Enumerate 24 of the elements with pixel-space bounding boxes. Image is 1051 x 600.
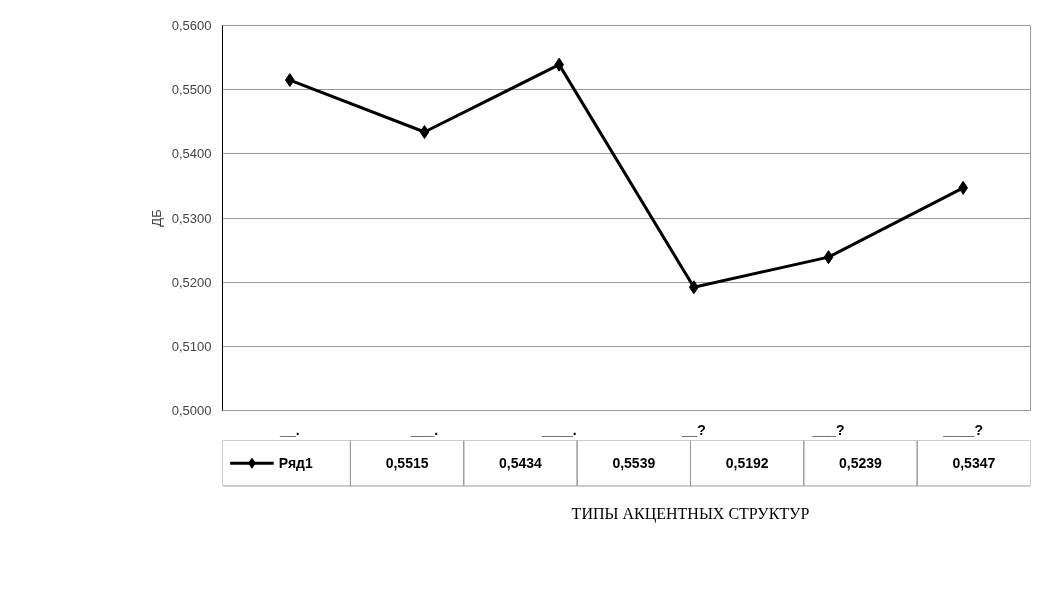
- text: 0,5515: [385, 455, 429, 472]
- x-tick-label: ___.: [409, 421, 439, 438]
- y-tick-label: 0,5600: [171, 18, 212, 33]
- text: 0,5539: [612, 455, 656, 472]
- y-tick-label: 0,5100: [171, 338, 212, 354]
- y-tick-label: 0,5300: [171, 210, 212, 226]
- y-tick-label: 0,5000: [171, 403, 212, 418]
- text: 0,5347: [952, 455, 996, 472]
- text: 0,5239: [839, 455, 882, 472]
- y-axis-title: ДБ: [148, 209, 164, 227]
- x-tick-label: ___?: [811, 421, 845, 438]
- x-tick-label: ____.: [540, 421, 577, 438]
- point: [419, 125, 430, 140]
- text: 0,5434: [499, 455, 542, 472]
- x-tick-label: __?: [680, 421, 706, 438]
- point: [823, 250, 834, 265]
- text: 0,5192: [725, 455, 769, 472]
- legend-label: Ряд1: [278, 455, 313, 472]
- x-tick-label: ____?: [942, 421, 984, 438]
- x-tick-label: __.: [279, 421, 300, 438]
- y-tick-label: 0,5500: [171, 82, 212, 98]
- y-tick-label: 0,5400: [171, 146, 212, 162]
- y-tick-label: 0,5200: [171, 274, 212, 290]
- text: ТИПЫ АКЦЕНТНЫХ СТРУКТУР: [571, 504, 810, 523]
